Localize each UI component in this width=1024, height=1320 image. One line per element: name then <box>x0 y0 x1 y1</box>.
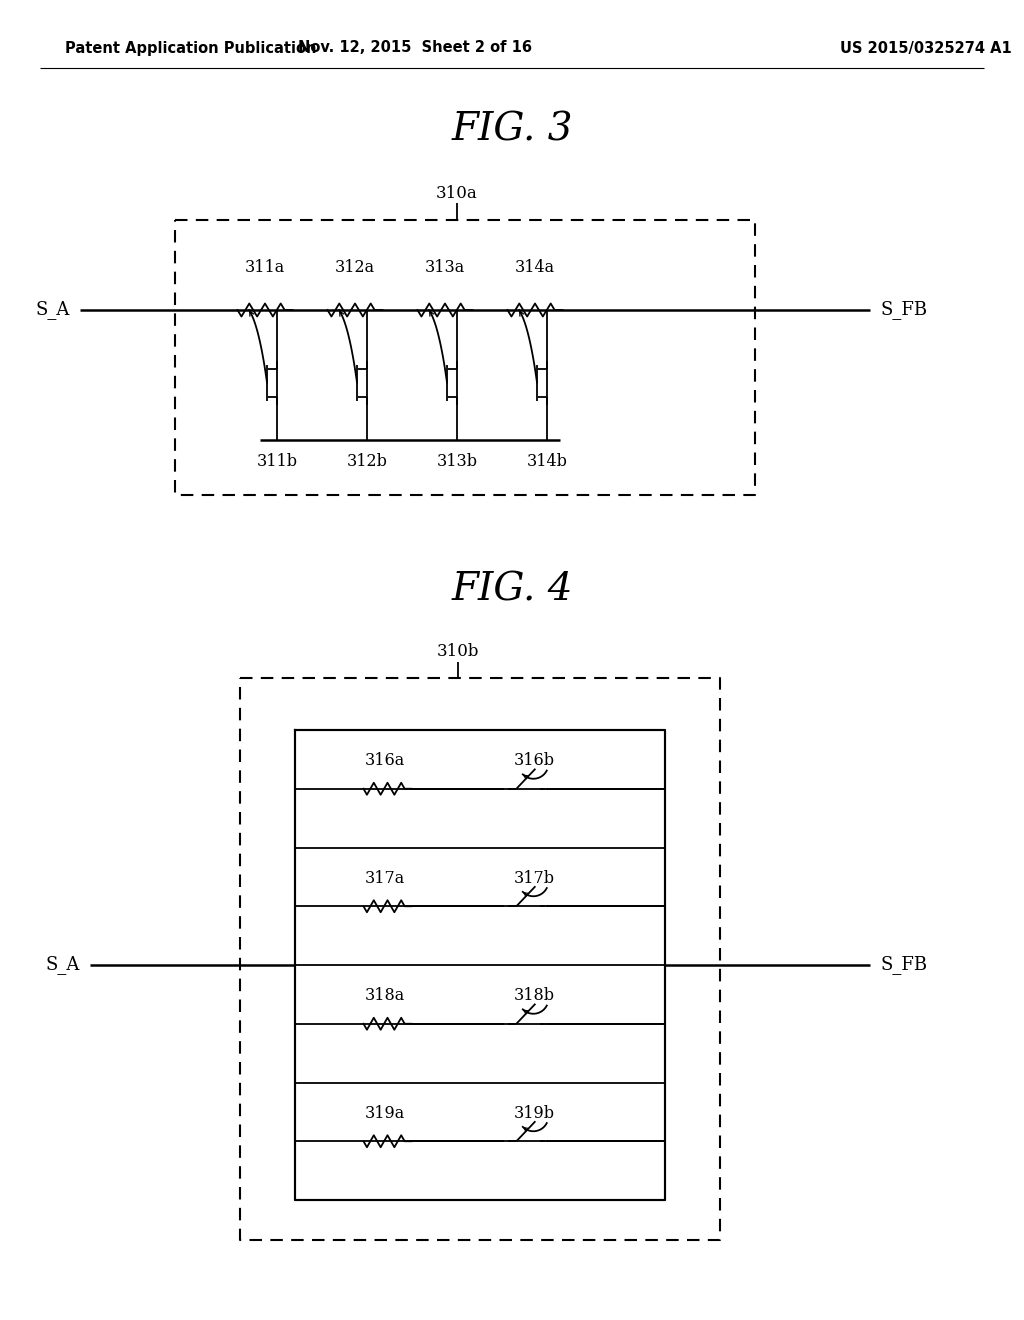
Text: 316a: 316a <box>365 752 404 770</box>
Text: 313a: 313a <box>425 260 465 276</box>
Text: 316b: 316b <box>514 752 555 770</box>
Text: S_A: S_A <box>46 956 80 974</box>
Text: 317a: 317a <box>365 870 404 887</box>
Text: 312a: 312a <box>335 260 375 276</box>
Text: FIG. 3: FIG. 3 <box>452 111 572 149</box>
Text: S_A: S_A <box>36 301 70 319</box>
Text: FIG. 4: FIG. 4 <box>452 572 572 609</box>
Text: 319b: 319b <box>514 1105 555 1122</box>
Text: 314b: 314b <box>526 454 567 470</box>
Text: 317b: 317b <box>514 870 555 887</box>
Text: S_FB: S_FB <box>880 956 927 974</box>
Text: Patent Application Publication: Patent Application Publication <box>65 41 316 55</box>
Text: S_FB: S_FB <box>880 301 927 319</box>
Text: 314a: 314a <box>515 260 555 276</box>
Text: 313b: 313b <box>436 454 477 470</box>
Text: 312b: 312b <box>346 454 387 470</box>
Text: 318a: 318a <box>365 987 404 1005</box>
Text: 310b: 310b <box>437 644 479 660</box>
Text: Nov. 12, 2015  Sheet 2 of 16: Nov. 12, 2015 Sheet 2 of 16 <box>298 41 532 55</box>
Text: US 2015/0325274 A1: US 2015/0325274 A1 <box>840 41 1012 55</box>
Text: 311a: 311a <box>245 260 285 276</box>
Text: 310a: 310a <box>436 185 478 202</box>
Text: 319a: 319a <box>365 1105 404 1122</box>
Text: 318b: 318b <box>514 987 555 1005</box>
Text: 311b: 311b <box>256 454 298 470</box>
